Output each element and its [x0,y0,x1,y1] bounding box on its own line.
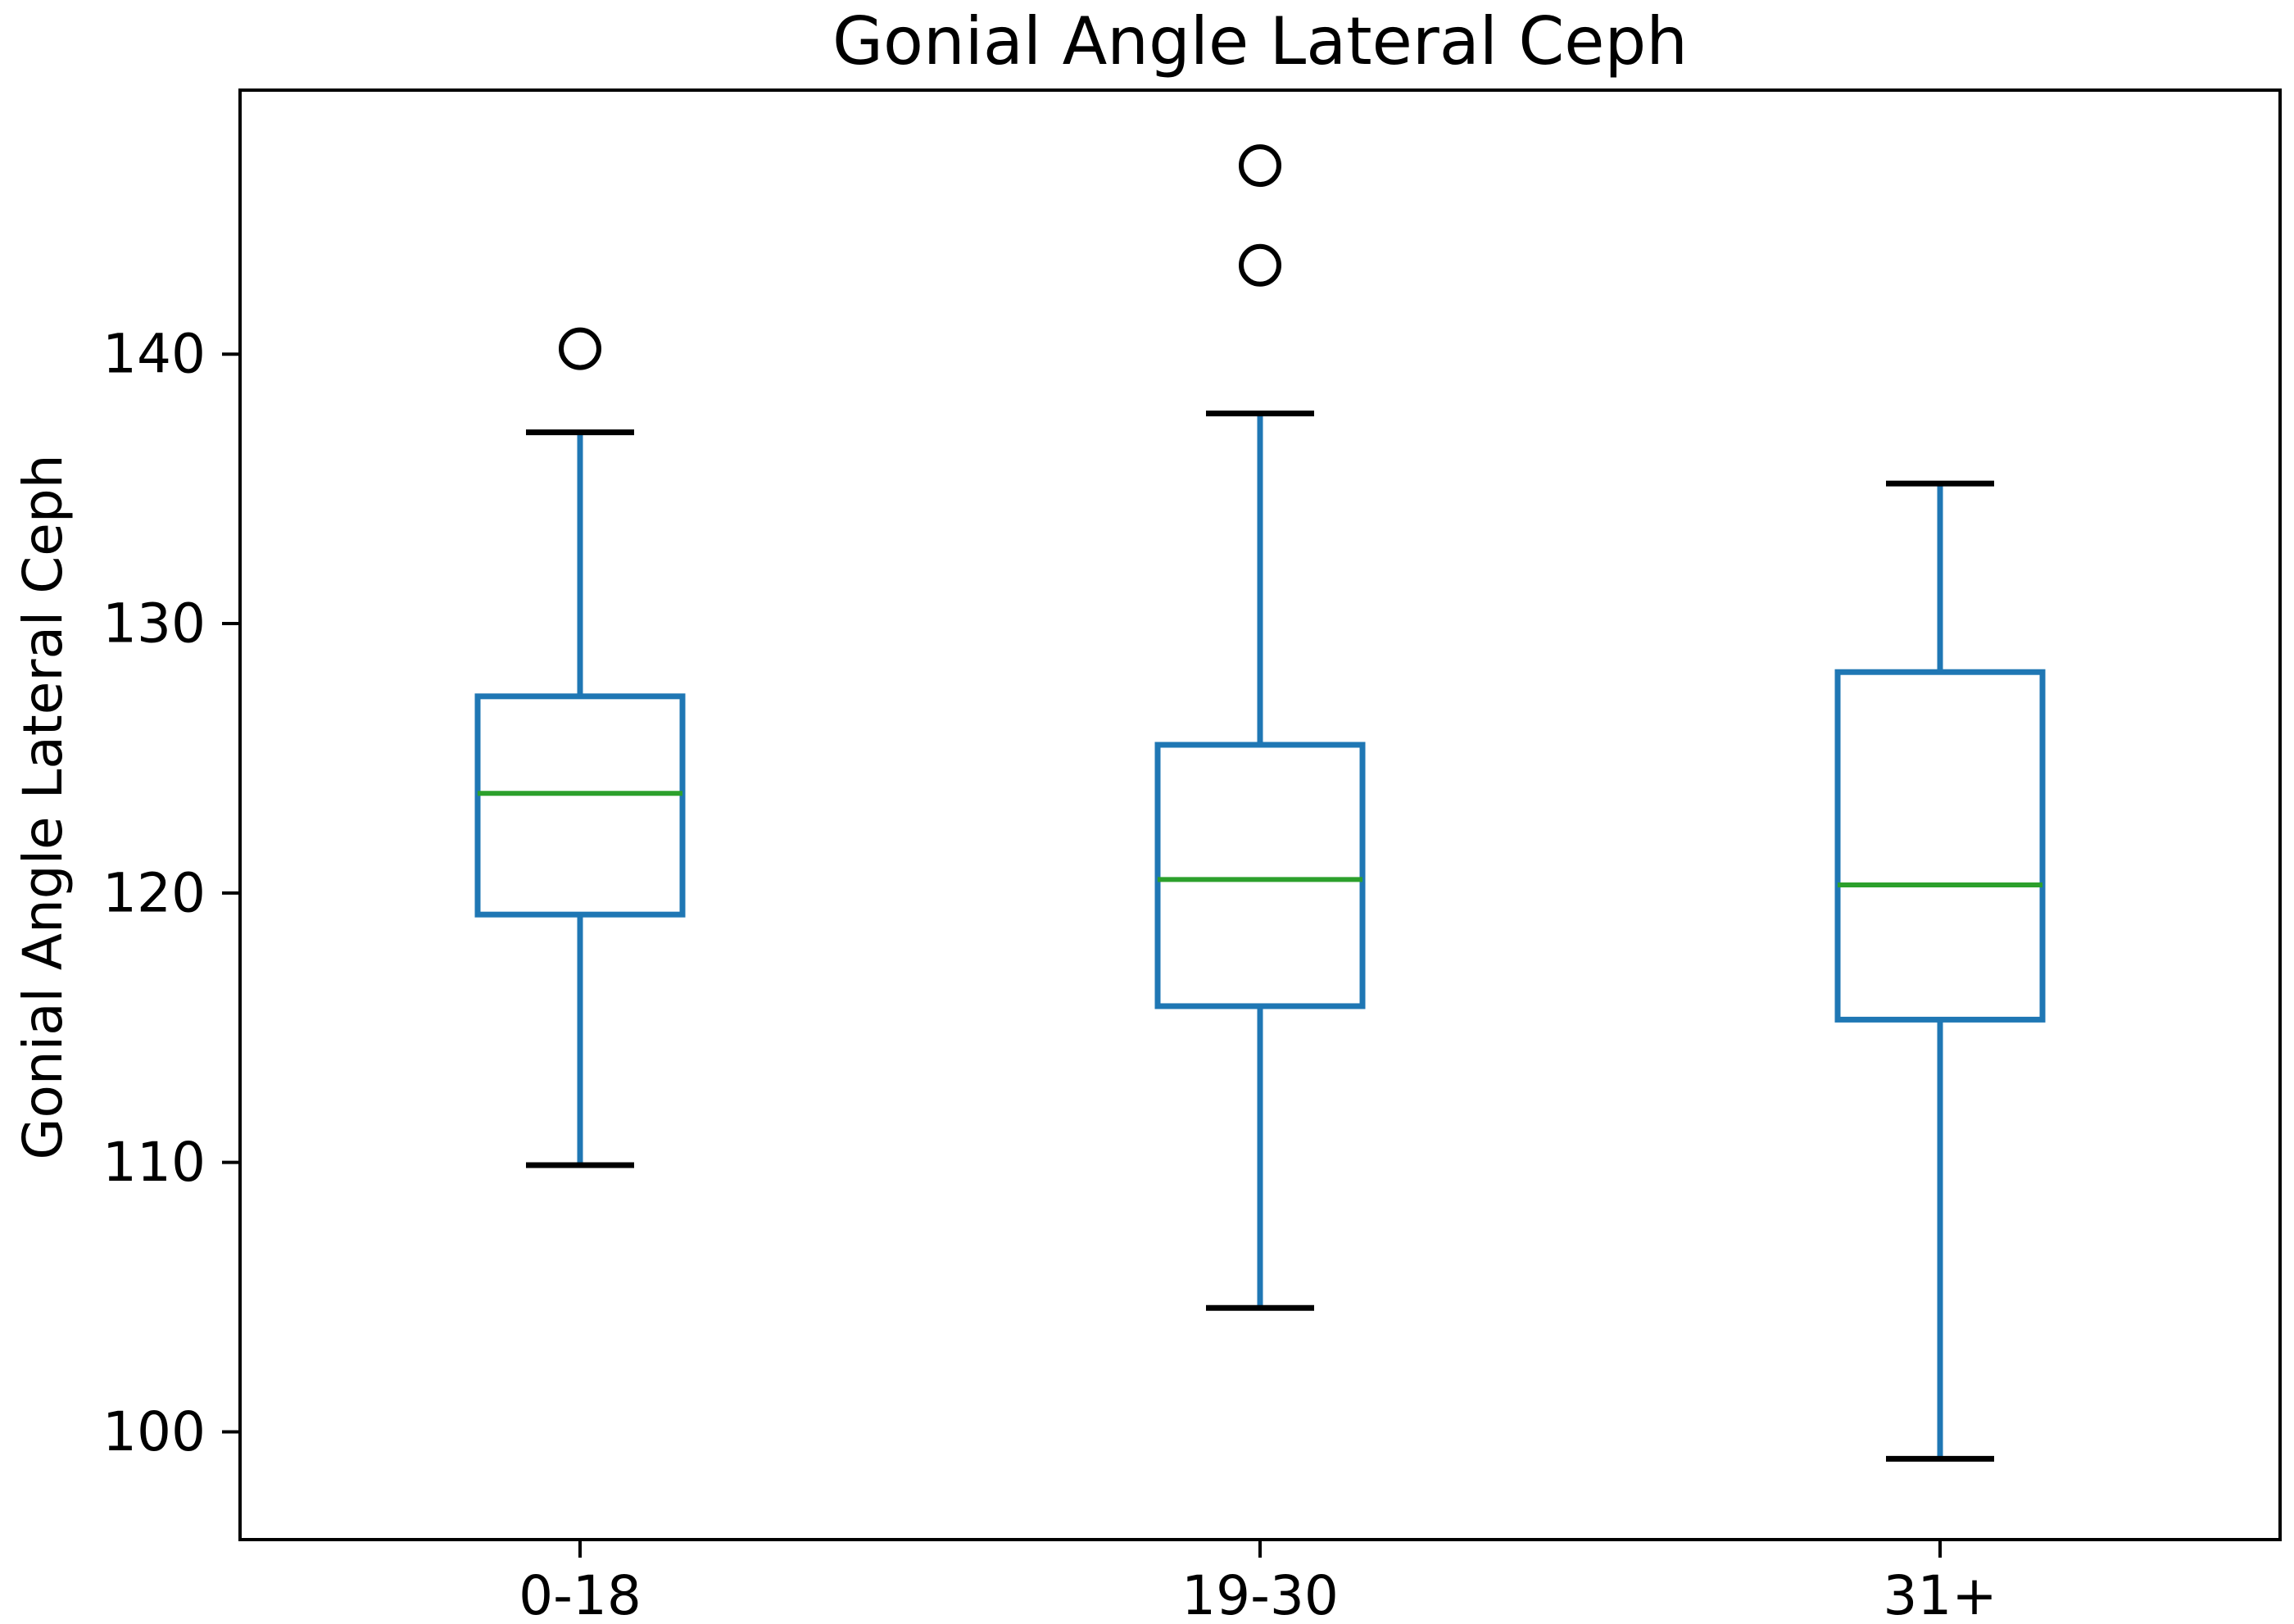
outlier-point [1239,243,1281,287]
box [1154,742,1366,1009]
box-group-31+ [1834,480,2046,1462]
plot-border [238,88,2282,1541]
x-tick-label: 19-30 [1181,1564,1339,1624]
y-tick-label: 120 [102,861,206,924]
box-group-0-18 [474,327,686,1168]
box [1834,669,2046,1023]
y-axis-label: Gonial Angle Lateral Ceph [11,454,75,1159]
y-tick-label: 140 [102,323,206,386]
box [474,693,686,918]
y-tick-label: 110 [102,1131,206,1194]
x-tick-label: 31+ [1883,1564,1997,1624]
chart-title: Gonial Angle Lateral Ceph [832,3,1688,79]
x-tick-label: 0-18 [519,1564,642,1624]
y-tick-label: 100 [102,1400,206,1463]
y-tick-label: 130 [102,592,206,655]
outlier-point [559,327,601,370]
box-group-19-30 [1154,144,1366,1311]
plot-area: 100 110 120 130 140 0-18 19-30 31+ [102,88,2282,1624]
outlier-point [1239,144,1281,188]
